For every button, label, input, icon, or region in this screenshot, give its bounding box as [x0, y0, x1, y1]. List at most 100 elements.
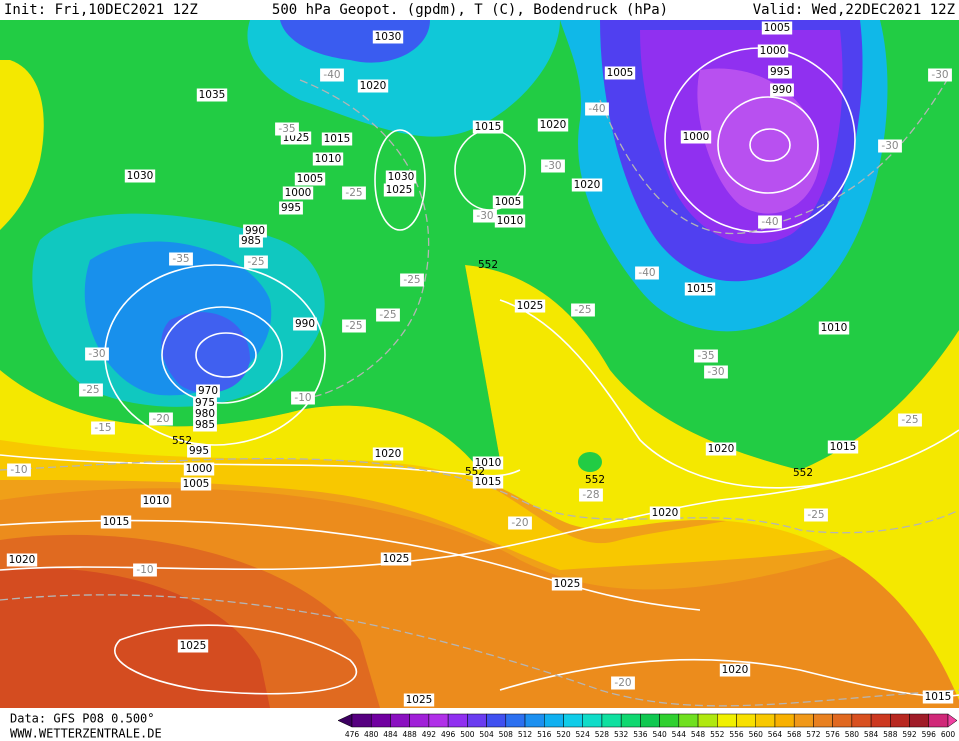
color-scale-label: 540: [652, 730, 667, 739]
temperature-label: -28: [582, 489, 599, 501]
color-scale-box: [928, 713, 949, 728]
temperature-label: -25: [901, 414, 918, 426]
temperature-label-box: [635, 266, 659, 280]
color-scale-label: 584: [864, 730, 879, 739]
temperature-label-box: [85, 347, 109, 361]
temperature-label-box: [376, 308, 400, 322]
pressure-label-box: [537, 118, 569, 132]
color-scale-label: 528: [595, 730, 610, 739]
pressure-label: 985: [241, 235, 261, 247]
pressure-label: 1005: [764, 22, 791, 34]
pressure-label-box: [680, 130, 712, 144]
temperature-label-box: [804, 508, 828, 522]
pressure-label: 1025: [386, 184, 413, 196]
color-scale-label: 512: [518, 730, 533, 739]
color-scale-box: [717, 713, 737, 728]
color-scale-label: 588: [883, 730, 898, 739]
map-title: 500 hPa Geopot. (gpdm), T (C), Bodendruc…: [272, 2, 668, 18]
temperature-label: -30: [88, 348, 105, 360]
pressure-label-box: [571, 178, 603, 192]
temperature-label: -30: [881, 140, 898, 152]
pressure-label: 1015: [103, 516, 130, 528]
temperature-label-box: [878, 139, 902, 153]
pressure-label: 975: [195, 397, 215, 409]
color-scale-label: 504: [479, 730, 494, 739]
pressure-label: 990: [772, 84, 792, 96]
geopotential-label: 552: [478, 259, 498, 271]
pressure-label: 990: [295, 318, 315, 330]
pressure-label: 1030: [375, 31, 402, 43]
temperature-label: -10: [136, 564, 153, 576]
pressure-label: 1030: [127, 170, 154, 182]
pressure-label: 1035: [199, 89, 226, 101]
pressure-label-box: [827, 440, 859, 454]
color-scale-label: 536: [633, 730, 648, 739]
temperature-label: -25: [379, 309, 396, 321]
temperature-label-box: [7, 463, 31, 477]
pressure-label-box: [403, 693, 435, 707]
color-scale-label: 544: [672, 730, 687, 739]
temperature-label-box: [91, 421, 115, 435]
color-scale-box: [370, 713, 391, 728]
color-scale-label: 592: [902, 730, 917, 739]
color-scale-label: 560: [749, 730, 764, 739]
color-scale-label: 580: [845, 730, 860, 739]
color-scale-label: 572: [806, 730, 821, 739]
temperature-label: -35: [697, 350, 714, 362]
pressure-label: 995: [281, 202, 301, 214]
temperature-label: -30: [931, 69, 948, 81]
pressure-label-box: [492, 195, 524, 209]
temperature-label-box: [579, 488, 603, 502]
pressure-label: 985: [195, 419, 215, 431]
temperature-label: -30: [476, 210, 493, 222]
pressure-label-box: [279, 201, 303, 215]
color-scale-box: [505, 713, 526, 728]
temperature-label-box: [611, 676, 635, 690]
temperature-label-box: [541, 159, 565, 173]
pressure-label-box: [649, 506, 681, 520]
pressure-label: 1025: [383, 553, 410, 565]
pressure-label-box: [604, 66, 636, 80]
temperature-label: -20: [614, 677, 631, 689]
geopotential-label: 552: [172, 435, 192, 447]
pressure-label-box: [100, 515, 132, 529]
temperature-label-box: [898, 413, 922, 427]
temperature-label-box: [275, 122, 299, 136]
map-labels: 1030 1035 1020 1005 1005 1000 995 990 1015 1020 10…: [6, 21, 954, 707]
pressure-label: 1010: [497, 215, 524, 227]
temperature-label: -25: [345, 320, 362, 332]
temperature-label-box: [473, 209, 497, 223]
pressure-label-box: [193, 396, 217, 410]
temperature-label: -25: [807, 509, 824, 521]
pressure-label: 995: [770, 66, 790, 78]
pressure-label-box: [243, 224, 267, 238]
pressure-label: 1020: [540, 119, 567, 131]
pressure-label-box: [183, 462, 215, 476]
pressure-label: 1020: [708, 443, 735, 455]
temperature-label-box: [342, 319, 366, 333]
color-scale-box: [736, 713, 756, 728]
pressure-label: 970: [198, 385, 218, 397]
color-scale-box: [851, 713, 872, 728]
color-scale-box: [390, 713, 410, 728]
pressure-label-box: [357, 79, 389, 93]
temperature-label-box: [508, 516, 532, 530]
temperature-label-box: [585, 102, 609, 116]
color-scale-label: 568: [787, 730, 802, 739]
pressure-label-box: [818, 321, 850, 335]
pressure-label-box: [514, 299, 546, 313]
temperature-label: -25: [574, 304, 591, 316]
pressure-label: 1025: [517, 300, 544, 312]
color-scale-label: 480: [364, 730, 379, 739]
pressure-label-box: [282, 186, 314, 200]
pressure-label-box: [193, 418, 217, 432]
data-source: Data: GFS P08 0.500°: [10, 712, 155, 726]
temperature-label: -25: [345, 187, 362, 199]
temperature-label: -10: [10, 464, 27, 476]
pressure-label: 980: [195, 408, 215, 420]
pressure-label: 1025: [180, 640, 207, 652]
pressure-label-box: [757, 44, 789, 58]
temperature-label-box: [758, 215, 782, 229]
pressure-label-box: [187, 444, 211, 458]
